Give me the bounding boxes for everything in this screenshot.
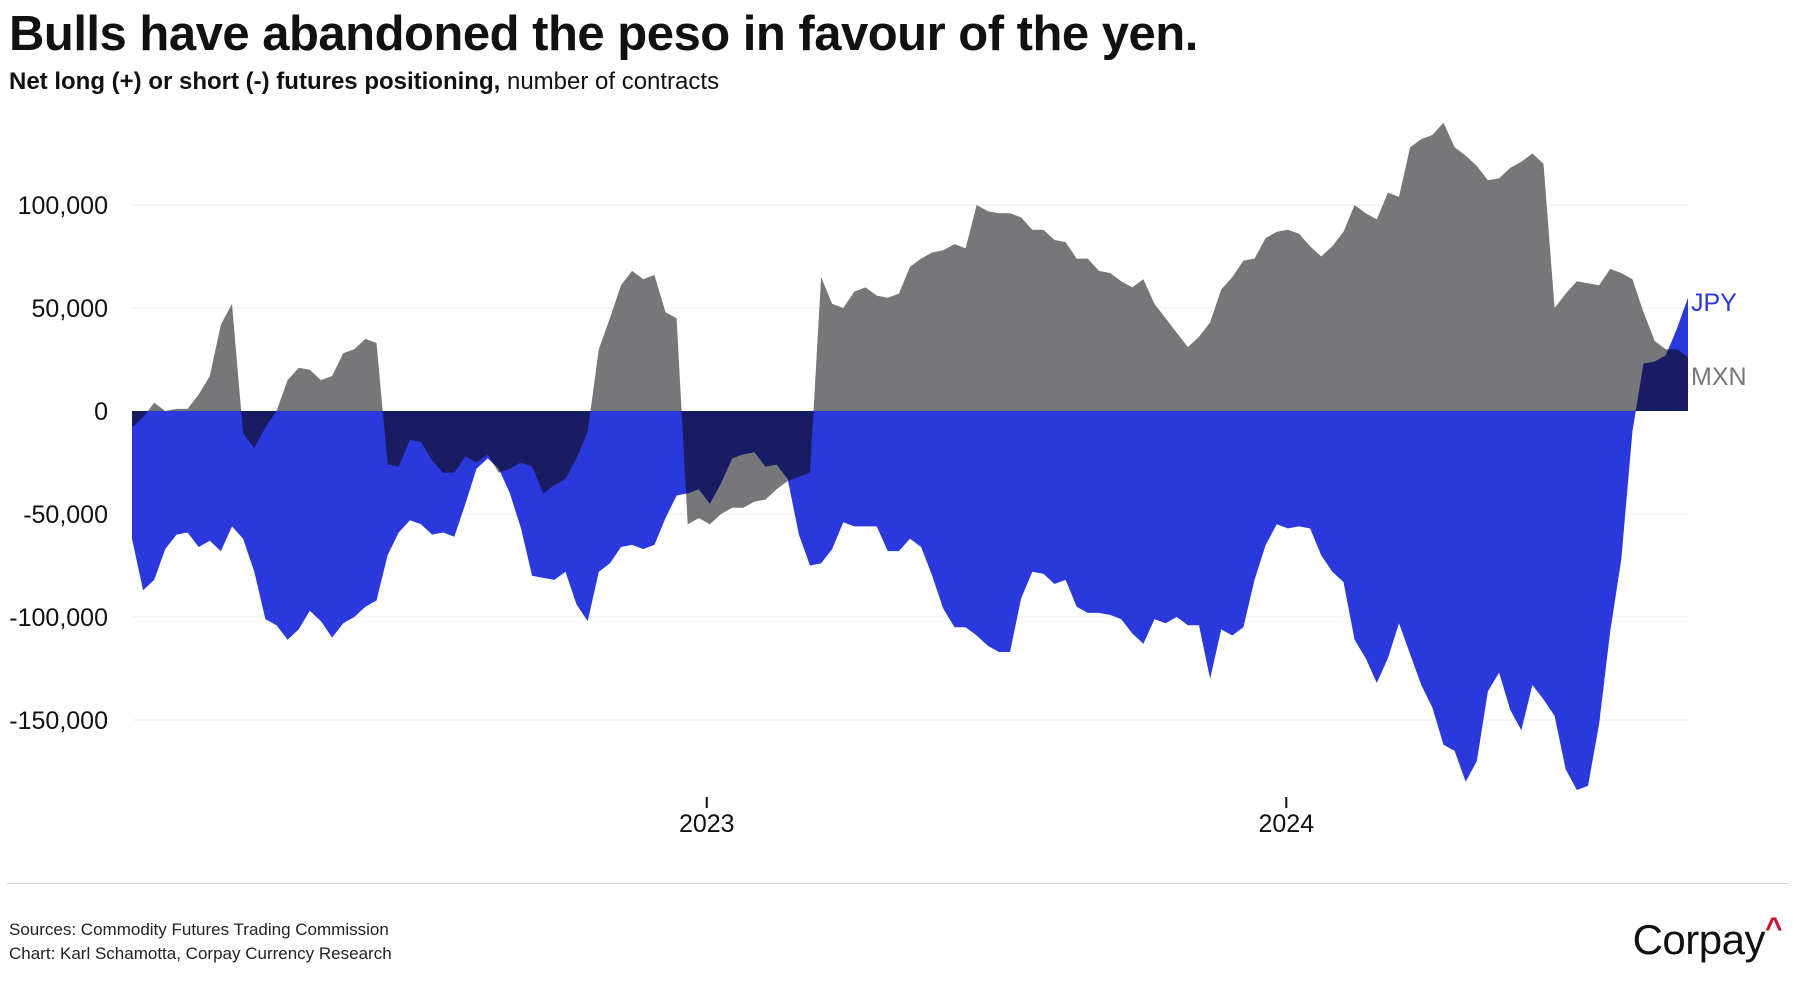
chart-credit: Chart: Karl Schamotta, Corpay Currency R… (9, 944, 392, 963)
x-tick-label: 2024 (1258, 810, 1314, 838)
caret-icon: ^ (1764, 912, 1783, 945)
logo-text: Corpay (1632, 916, 1766, 963)
area-chart: 100,000 50,000 0 -50,000 -100,000 -150,000 202… (9, 122, 1747, 838)
series-label-mxn: MXN (1691, 363, 1747, 391)
sources-note: Sources: Commodity Futures Trading Commi… (9, 920, 389, 939)
y-tick-label: 50,000 (32, 295, 108, 323)
footer-divider (7, 883, 1789, 884)
subtitle-units: number of contracts (500, 68, 720, 95)
chart-subtitle: Net long (+) or short (-) futures positi… (9, 68, 719, 96)
y-tick-label: -100,000 (9, 604, 108, 632)
y-tick-label: -150,000 (9, 707, 108, 735)
subtitle-bold: Net long (+) or short (-) futures positi… (9, 68, 501, 95)
x-tick-label: 2023 (679, 810, 735, 838)
overlap-area (132, 349, 1688, 504)
y-tick-label: 0 (94, 398, 108, 426)
y-tick-label: -50,000 (23, 501, 108, 529)
chart-title: Bulls have abandoned the peso in favour … (9, 7, 1198, 61)
series-label-jpy: JPY (1691, 289, 1737, 317)
corpay-logo: Corpay^ (1632, 912, 1783, 964)
y-tick-label: 100,000 (18, 192, 108, 220)
